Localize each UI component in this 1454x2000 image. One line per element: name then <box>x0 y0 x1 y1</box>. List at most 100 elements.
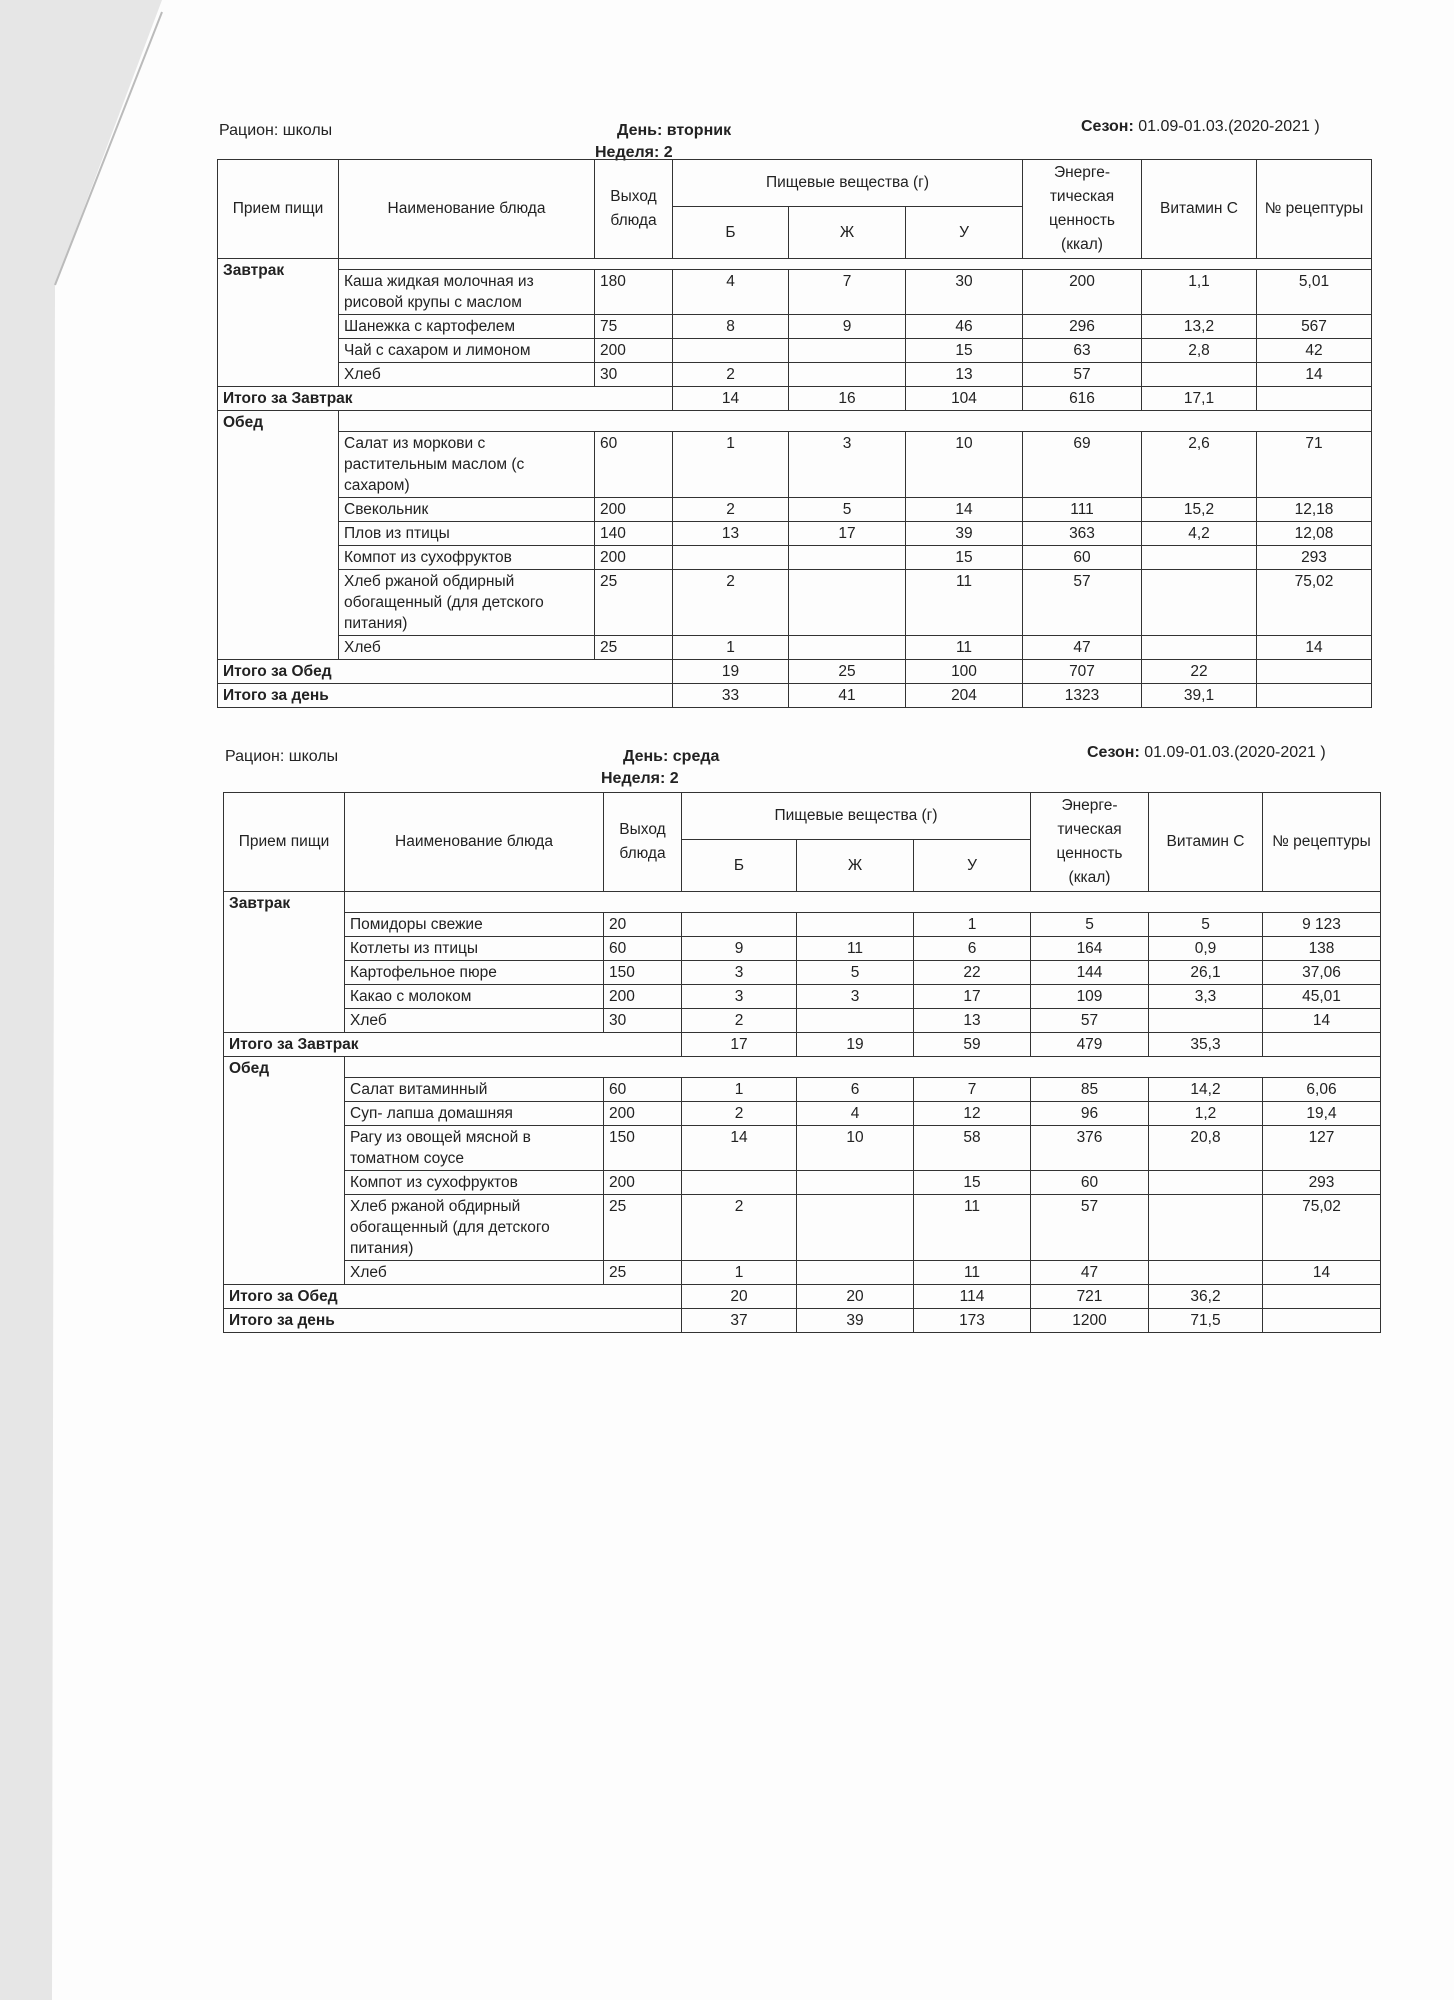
dish-name: Чай с сахаром и лимоном <box>338 338 595 363</box>
dish-u: 15 <box>905 545 1023 570</box>
dish-zh: 17 <box>788 521 906 546</box>
ration-info: Рацион: школы <box>219 122 332 140</box>
dish-kcal: 63 <box>1022 338 1142 363</box>
dish-recipe: 9 123 <box>1262 912 1381 937</box>
total-vitc: 17,1 <box>1141 386 1257 411</box>
dish-vitc: 13,2 <box>1141 314 1257 339</box>
total-vitc: 22 <box>1141 659 1257 684</box>
ration-info-value: школы <box>288 748 339 765</box>
dish-u: 11 <box>905 569 1023 636</box>
dish-name: Хлеб ржаной обдирный обогащенный (для де… <box>344 1194 604 1261</box>
dish-output: 200 <box>603 984 682 1009</box>
dish-zh <box>788 569 906 636</box>
dish-recipe: 138 <box>1262 936 1381 961</box>
meal-spacer <box>338 410 1372 432</box>
dish-b <box>672 338 789 363</box>
dish-vitc <box>1141 545 1257 570</box>
dish-recipe: 12,18 <box>1256 497 1372 522</box>
dish-kcal: 363 <box>1022 521 1142 546</box>
total-recipe <box>1256 386 1372 411</box>
header-dish: Наименование блюда <box>344 792 604 892</box>
dish-b <box>681 1170 797 1195</box>
dish-output: 60 <box>594 431 673 498</box>
total-u: 104 <box>905 386 1023 411</box>
dish-name: Плов из птицы <box>338 521 595 546</box>
dish-zh: 3 <box>796 984 914 1009</box>
dish-output: 60 <box>603 936 682 961</box>
dish-vitc: 26,1 <box>1148 960 1263 985</box>
meal-label-row: Завтрак <box>217 258 1372 387</box>
dish-u: 17 <box>913 984 1031 1009</box>
dish-b: 1 <box>672 431 789 498</box>
total-zh: 19 <box>796 1032 914 1057</box>
dish-output: 150 <box>603 1125 682 1171</box>
dish-b: 3 <box>681 960 797 985</box>
dish-u: 15 <box>905 338 1023 363</box>
table-body: Прием пищи Наименование блюда Выход блюда П… <box>217 158 1372 708</box>
meal-spacer <box>344 1056 1381 1078</box>
dish-zh <box>788 545 906 570</box>
dish-name: Хлеб <box>338 362 595 387</box>
dish-u: 11 <box>905 635 1023 660</box>
dish-kcal: 57 <box>1022 362 1142 387</box>
ration-info: Рацион: школы <box>225 748 338 766</box>
table-row: Хлеб 30 2 13 57 14 <box>218 362 1372 387</box>
header-b: Б <box>681 839 797 892</box>
dish-kcal: 85 <box>1030 1077 1149 1102</box>
dish-zh <box>796 1260 914 1285</box>
dish-kcal: 57 <box>1030 1194 1149 1261</box>
dish-vitc: 4,2 <box>1141 521 1257 546</box>
table-row: Компот из сухофруктов 200 15 60 293 <box>224 1170 1381 1195</box>
dish-u: 30 <box>905 269 1023 315</box>
dish-vitc: 1,1 <box>1141 269 1257 315</box>
dish-name: Суп- лапша домашняя <box>344 1101 604 1126</box>
dish-u: 14 <box>905 497 1023 522</box>
dish-recipe: 37,06 <box>1262 960 1381 985</box>
total-kcal: 707 <box>1022 659 1142 684</box>
dish-recipe: 14 <box>1262 1008 1381 1033</box>
meal-total-row: Итого за Обед 19 25 100 707 22 <box>217 659 1372 684</box>
dish-vitc <box>1148 1194 1263 1261</box>
total-kcal: 616 <box>1022 386 1142 411</box>
total-recipe <box>1256 659 1372 684</box>
header-energy: Энерге-тическая ценность (ккал) <box>1022 159 1142 259</box>
dish-recipe: 19,4 <box>1262 1101 1381 1126</box>
table-row: Салат витаминный 60 1 6 7 85 14,2 6,06 <box>224 1077 1381 1102</box>
dish-b: 4 <box>672 269 789 315</box>
menu-table: Прием пищи Наименование блюда Выход блюда П… <box>217 158 1372 708</box>
dish-kcal: 296 <box>1022 314 1142 339</box>
table-row: Шанежка с картофелем 75 8 9 46 296 13,2 567 <box>218 314 1372 339</box>
dish-output: 30 <box>594 362 673 387</box>
day-info-label: День: <box>623 748 669 765</box>
dish-zh: 7 <box>788 269 906 315</box>
dish-b: 2 <box>672 497 789 522</box>
total-u: 114 <box>913 1284 1031 1309</box>
dish-kcal: 96 <box>1030 1101 1149 1126</box>
dish-vitc <box>1141 569 1257 636</box>
dish-kcal: 60 <box>1030 1170 1149 1195</box>
meal-total-row: Итого за Обед 20 20 114 721 36,2 <box>223 1284 1381 1309</box>
dish-vitc: 20,8 <box>1148 1125 1263 1171</box>
dish-name: Помидоры свежие <box>344 912 604 937</box>
dish-vitc: 2,6 <box>1141 431 1257 498</box>
day-total-u: 173 <box>913 1308 1031 1333</box>
dish-vitc: 0,9 <box>1148 936 1263 961</box>
dish-recipe: 71 <box>1256 431 1372 498</box>
meal-label-row: Завтрак <box>223 891 1381 1033</box>
dish-u: 1 <box>913 912 1031 937</box>
header-vitc: Витамин С <box>1148 792 1263 892</box>
dish-zh: 6 <box>796 1077 914 1102</box>
dish-kcal: 47 <box>1022 635 1142 660</box>
meal-total-row: Итого за Завтрак 17 19 59 479 35,3 <box>223 1032 1381 1057</box>
dish-zh: 10 <box>796 1125 914 1171</box>
week-info-label: Неделя: <box>601 770 666 787</box>
table-row: Хлеб ржаной обдирный обогащенный (для де… <box>224 1194 1381 1261</box>
week-info: Неделя: 2 <box>601 770 679 788</box>
day-total-label: Итого за день <box>217 683 673 708</box>
dish-b: 2 <box>672 362 789 387</box>
table-row: Плов из птицы 140 13 17 39 363 4,2 12,08 <box>218 521 1372 546</box>
day-total-recipe <box>1262 1308 1381 1333</box>
total-kcal: 479 <box>1030 1032 1149 1057</box>
week-info-label: Неделя: <box>595 144 660 161</box>
total-vitc: 35,3 <box>1148 1032 1263 1057</box>
